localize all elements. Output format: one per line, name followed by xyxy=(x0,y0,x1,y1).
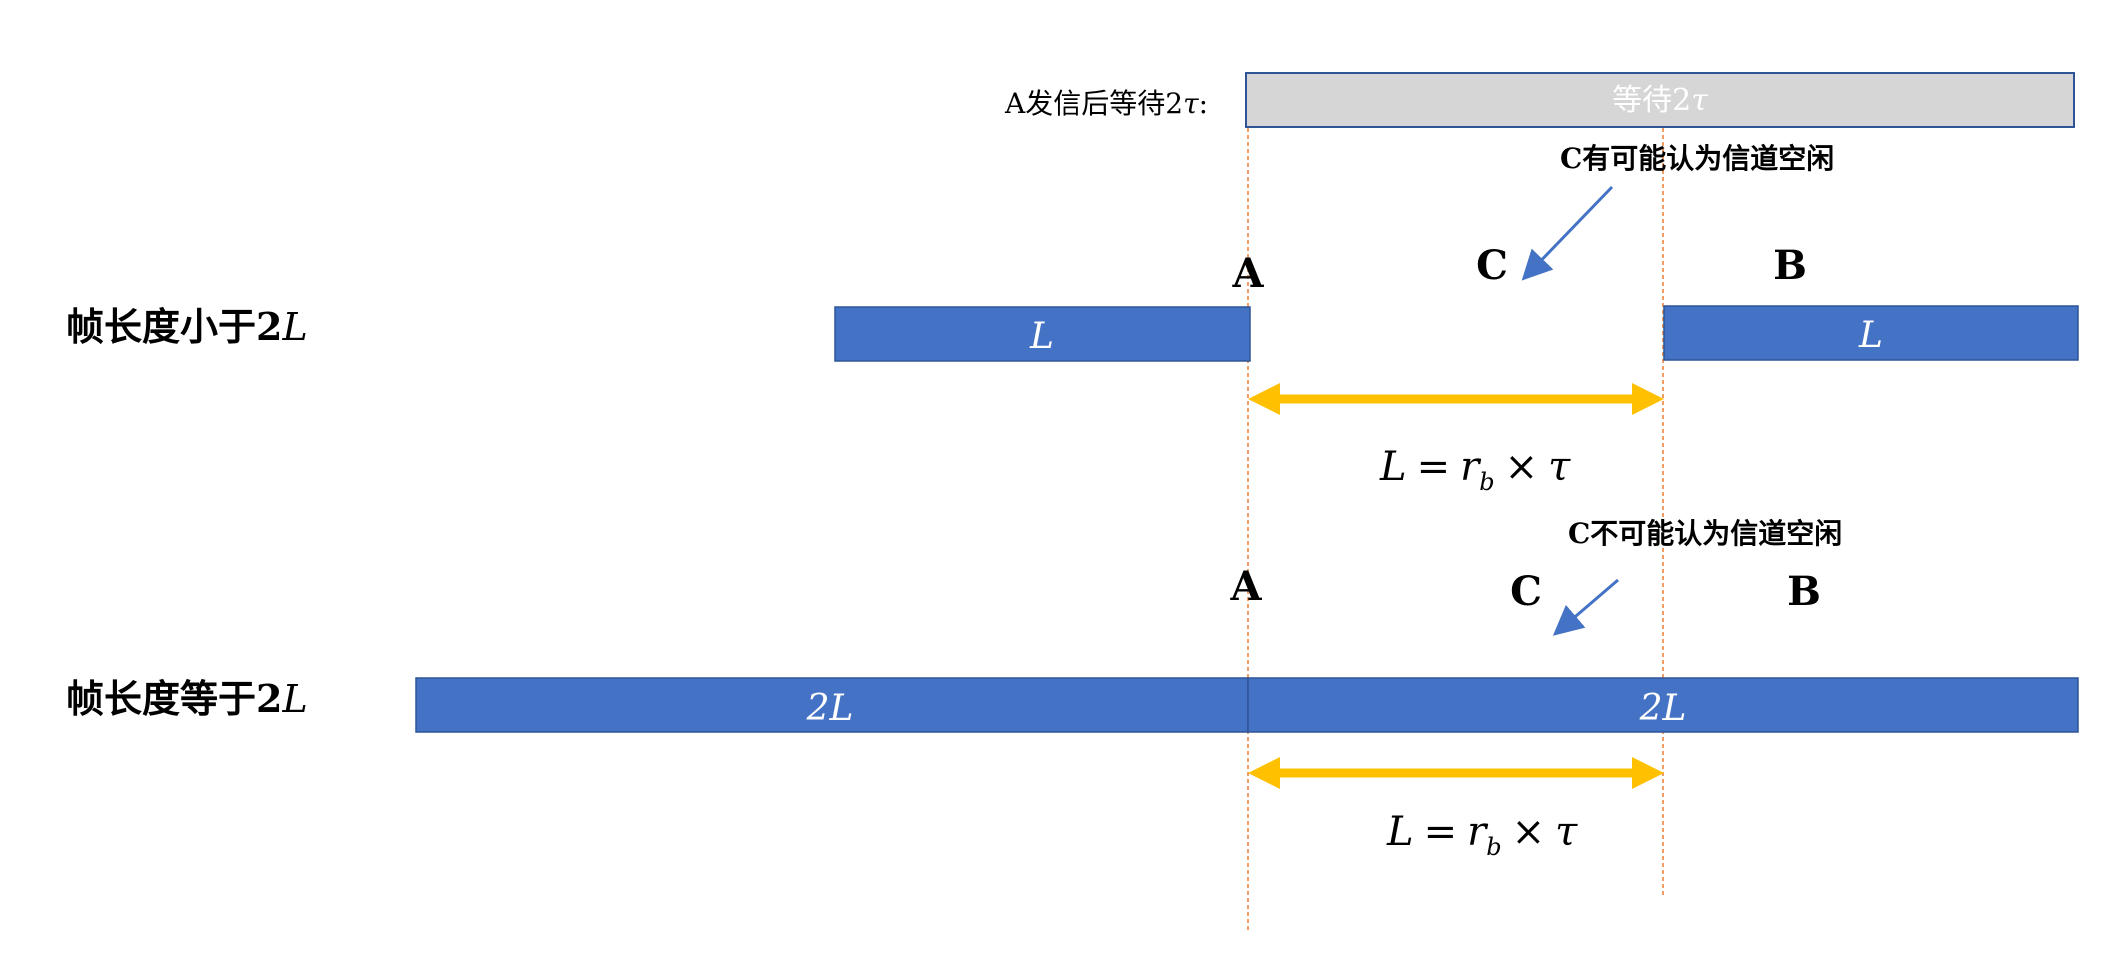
wait-bar xyxy=(1245,72,2075,128)
bottom-pointer-arrow xyxy=(1552,578,1619,636)
wait-prefix: A发信后等待2τ: xyxy=(1004,87,1208,120)
bottom-span-arrow xyxy=(1248,757,1664,789)
bottom-station-c: C xyxy=(1510,568,1542,615)
top-formula: L = rb × τ xyxy=(1379,444,1571,496)
top-right-frame-label: L xyxy=(1858,315,1883,356)
top-row-label: 帧长度小于2L xyxy=(66,304,308,349)
top-station-b: B xyxy=(1773,242,1807,289)
bottom-row-label: 帧长度等于2L xyxy=(66,676,308,721)
top-pointer-arrow xyxy=(1521,185,1614,281)
top-note: C有可能认为信道空闲 xyxy=(1560,142,1834,175)
top-left-frame xyxy=(834,306,1251,362)
bottom-left-frame xyxy=(415,677,1249,733)
bottom-left-frame-label: 2L xyxy=(806,688,854,729)
bottom-station-a: A xyxy=(1229,563,1262,610)
top-left-frame-label: L xyxy=(1029,316,1054,357)
top-station-c: C xyxy=(1476,242,1508,289)
top-right-frame xyxy=(1663,305,2079,361)
wait-bar-label: 等待2τ xyxy=(1612,83,1708,118)
bottom-right-frame xyxy=(1247,677,2079,733)
bottom-right-frame-label: 2L xyxy=(1639,688,1687,729)
bottom-station-b: B xyxy=(1787,568,1821,615)
top-span-arrow xyxy=(1248,383,1664,415)
bottom-note: C不可能认为信道空闲 xyxy=(1568,517,1842,550)
top-station-a: A xyxy=(1231,250,1264,297)
bottom-formula: L = rb × τ xyxy=(1386,809,1578,861)
